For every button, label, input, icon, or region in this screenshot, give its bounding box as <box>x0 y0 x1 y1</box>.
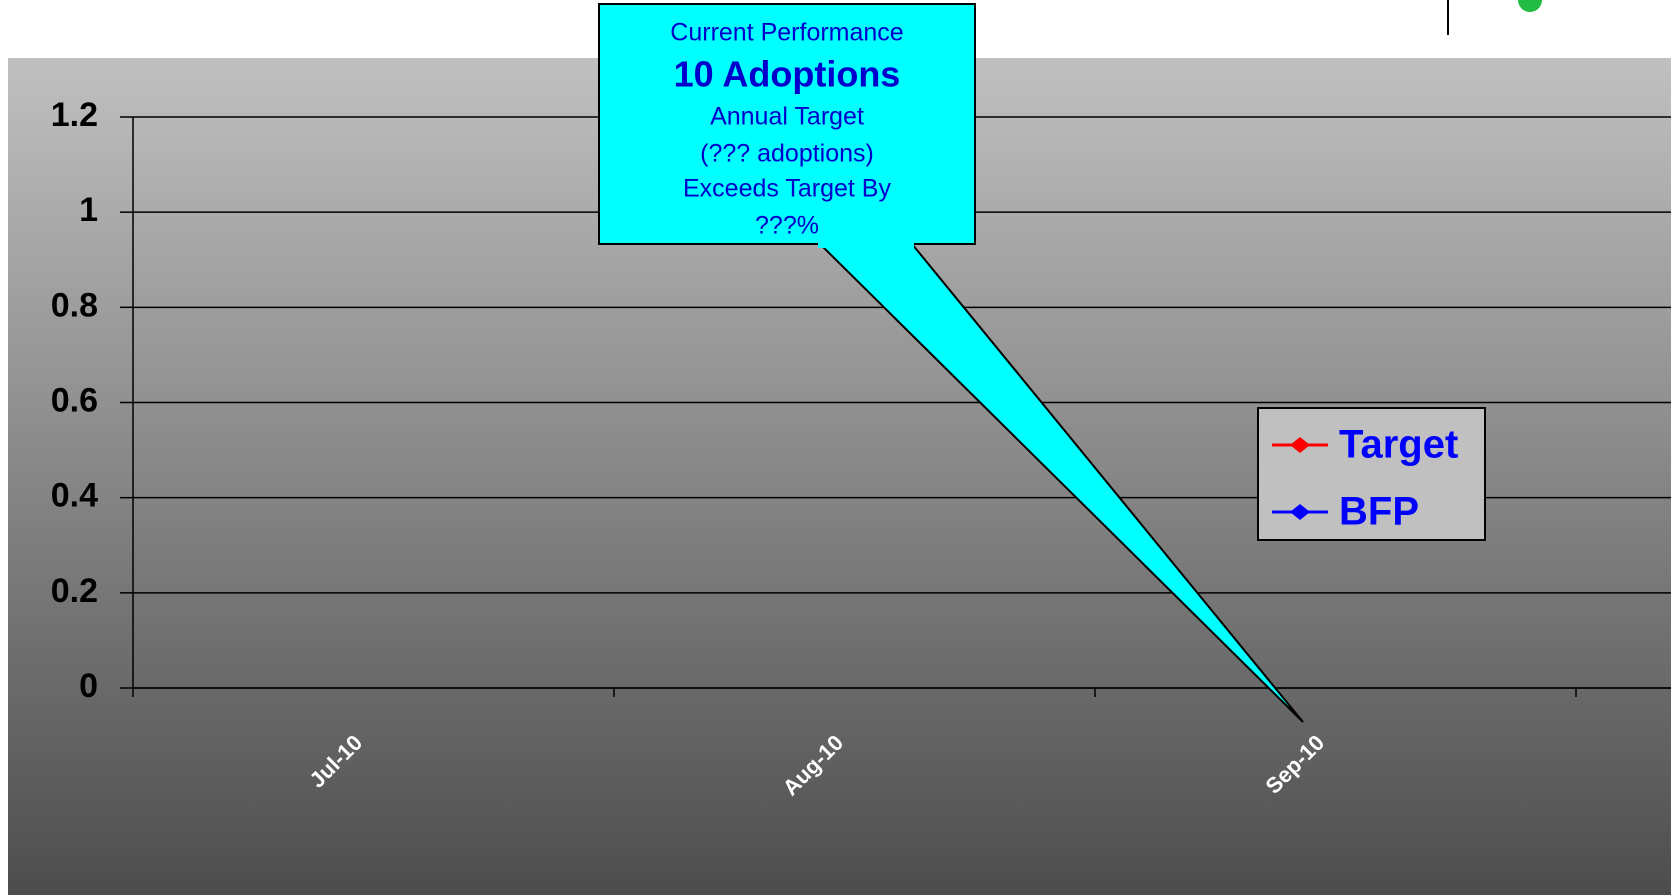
legend-label: BFP <box>1339 490 1419 534</box>
y-tick-label: 0.6 <box>51 381 98 419</box>
annotation-line: ???% <box>755 212 819 240</box>
legend-marker <box>1290 504 1310 520</box>
y-tick-label: 1 <box>79 191 98 229</box>
annotation-line: Exceeds Target By <box>683 175 891 203</box>
legend: Target BFP <box>1272 423 1458 534</box>
annotation-line: (??? adoptions) <box>700 140 874 168</box>
y-tick-label: 1.2 <box>51 96 98 134</box>
callout <box>598 3 1304 723</box>
y-tick-label: 0 <box>79 667 98 705</box>
annotation-line: 10 Adoptions <box>674 54 901 95</box>
legend-label: Target <box>1339 423 1458 467</box>
annotation: Current Performance 10 Adoptions Annual Ta… <box>670 19 903 240</box>
y-tick-label: 0.8 <box>51 286 98 324</box>
callout-box <box>598 3 976 245</box>
annotation-line: Annual Target <box>710 103 864 131</box>
y-tick-label: 0.4 <box>51 477 98 515</box>
y-tick-label: 0.2 <box>51 572 98 610</box>
decor-dot <box>1518 0 1542 12</box>
legend-marker <box>1290 437 1310 453</box>
callout-join <box>818 238 914 248</box>
legend-box <box>1257 407 1486 541</box>
annotation-line: Current Performance <box>670 19 903 47</box>
